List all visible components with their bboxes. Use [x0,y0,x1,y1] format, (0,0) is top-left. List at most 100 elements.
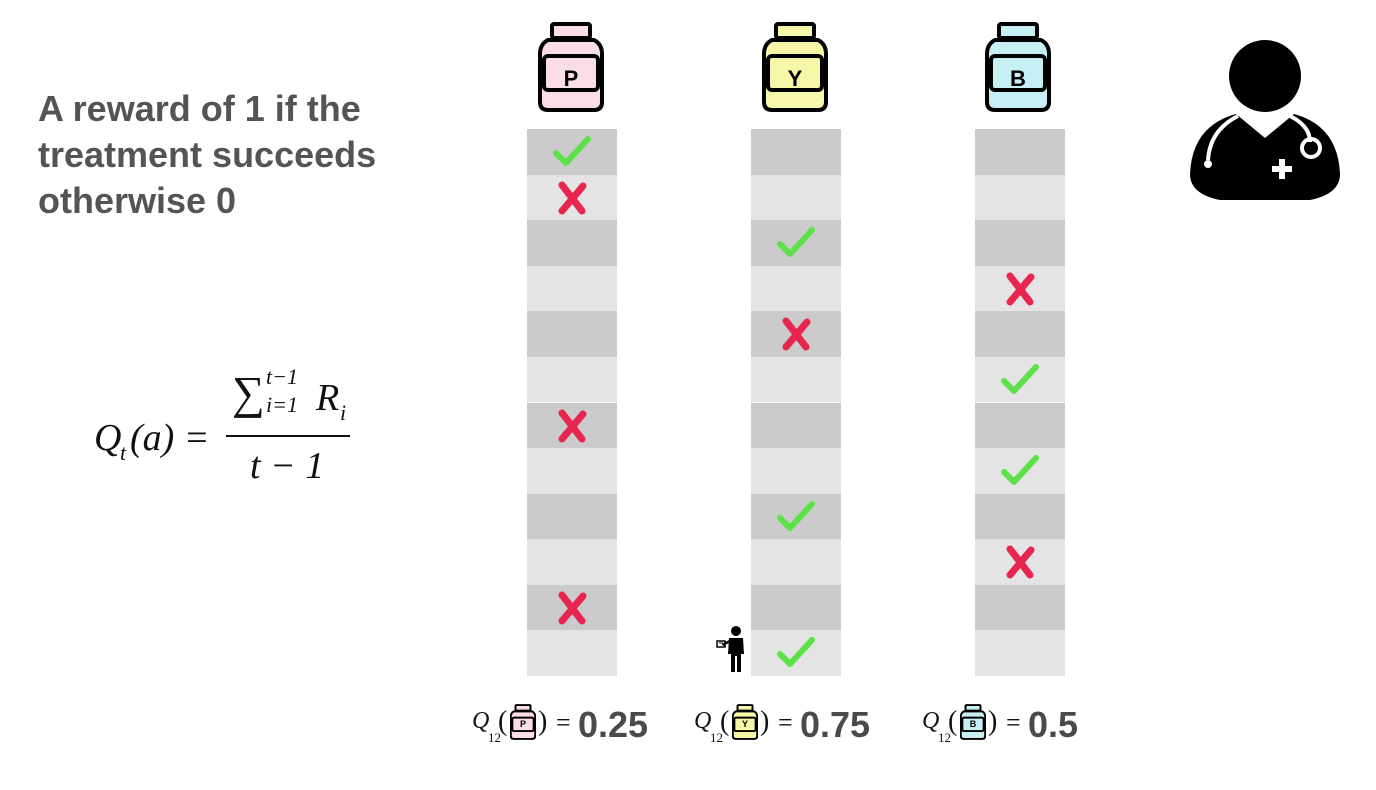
caption-line-2: treatment succeeds [38,134,377,175]
estimate-value: 0.5 [1028,704,1079,745]
outcome-cell [751,539,841,585]
outcome-cell [975,220,1065,266]
outcome-cell [751,220,841,266]
estimate-equals: = [778,708,793,737]
outcome-cell [751,174,841,221]
outcome-cell [527,174,617,221]
cross-icon [553,181,591,215]
doctor-icon [1190,34,1340,204]
outcome-cell [751,129,841,175]
check-icon [777,500,815,534]
mini-bottle-label: P [519,719,526,729]
outcome-cell [975,265,1065,312]
outcome-column-p [527,129,617,676]
estimate-y: Q 12 ( Y ) = 0.75 [694,700,894,748]
outcome-cell [751,311,841,357]
outcome-cell [527,584,617,631]
outcome-cell [975,129,1065,175]
cross-icon [553,409,591,443]
mini-bottle-icon: Y [731,704,759,740]
outcome-cell [975,174,1065,221]
outcome-cell [751,356,841,403]
outcome-cell [975,584,1065,631]
cross-icon [777,317,815,351]
outcome-cell [527,448,617,494]
caption-line-1: A reward of 1 if the [38,88,361,129]
outcome-cell [751,448,841,494]
outcome-cell [527,539,617,585]
open-paren: ( [720,706,730,737]
mini-bottle-label: Y [741,719,748,729]
outcome-cell [527,311,617,357]
mini-bottle-label: B [969,719,977,729]
outcome-column-b [975,129,1065,676]
open-paren: ( [948,706,958,737]
check-icon [553,135,591,169]
close-paren: ) [538,706,548,737]
cross-icon [1001,545,1039,579]
estimate-q: Q [694,708,712,734]
close-paren: ) [760,706,770,737]
outcome-cell [975,311,1065,357]
formula-sum-upper: t−1 [266,364,298,389]
bottle-label: Y [787,66,803,91]
outcome-cell [751,402,841,449]
bottle-label: P [563,66,579,91]
outcome-cell [527,220,617,266]
estimate-subscript: 12 [938,730,951,745]
estimate-value: 0.75 [800,704,871,745]
bottle-icon-y: Y [762,22,828,112]
outcome-cell [527,356,617,403]
check-icon [1001,363,1039,397]
outcome-cell [751,493,841,540]
outcome-cell [975,356,1065,403]
estimate-p: Q 12 ( P ) = 0.25 [472,700,672,748]
outcome-cell [975,493,1065,540]
outcome-cell [975,630,1065,676]
formula-lhs: Q [94,417,122,459]
check-icon [777,226,815,260]
action-value-formula: Q t (a) = ∑ t−1 i=1 R i t − 1 [94,362,394,492]
outcome-cell [751,265,841,312]
bottle-label: B [1010,66,1026,91]
formula-summand: R [316,377,340,419]
outcome-cell [975,448,1065,494]
close-paren: ) [988,706,998,737]
estimate-subscript: 12 [488,730,501,745]
formula-summand-subscript: i [340,400,347,425]
fraction-bar [226,435,350,437]
formula-denominator: t − 1 [250,445,325,487]
estimate-b: Q 12 ( B ) = 0.5 [922,700,1122,748]
caption-line-3: otherwise 0 [38,180,237,221]
cross-icon [1001,272,1039,306]
check-icon [777,636,815,670]
outcome-cell [751,584,841,631]
cross-icon [553,591,591,625]
open-paren: ( [498,706,508,737]
bottle-icon-p: P [538,22,604,112]
outcome-cell [751,630,841,676]
outcome-cell [975,539,1065,585]
estimate-equals: = [1006,708,1021,737]
formula-sum-symbol: ∑ [232,367,265,418]
estimate-q: Q [922,708,940,734]
estimate-q: Q [472,708,490,734]
outcome-cell [527,493,617,540]
reward-caption: A reward of 1 if the treatment succeeds … [38,86,458,224]
outcome-cell [527,129,617,175]
formula-sum-lower: i=1 [266,392,298,417]
mini-bottle-icon: P [509,704,537,740]
estimate-subscript: 12 [710,730,723,745]
outcome-cell [975,402,1065,449]
bottle-icon-b: B [985,22,1051,112]
mini-bottle-icon: B [959,704,987,740]
outcome-cell [527,265,617,312]
outcome-cell [527,630,617,676]
check-icon [1001,454,1039,488]
formula-lhs-subscript: t [120,440,127,465]
person-icon [716,626,752,672]
formula-lhs-argument: (a) = [130,417,210,459]
estimate-equals: = [556,708,571,737]
estimate-value: 0.25 [578,704,649,745]
outcome-column-y [751,129,841,676]
